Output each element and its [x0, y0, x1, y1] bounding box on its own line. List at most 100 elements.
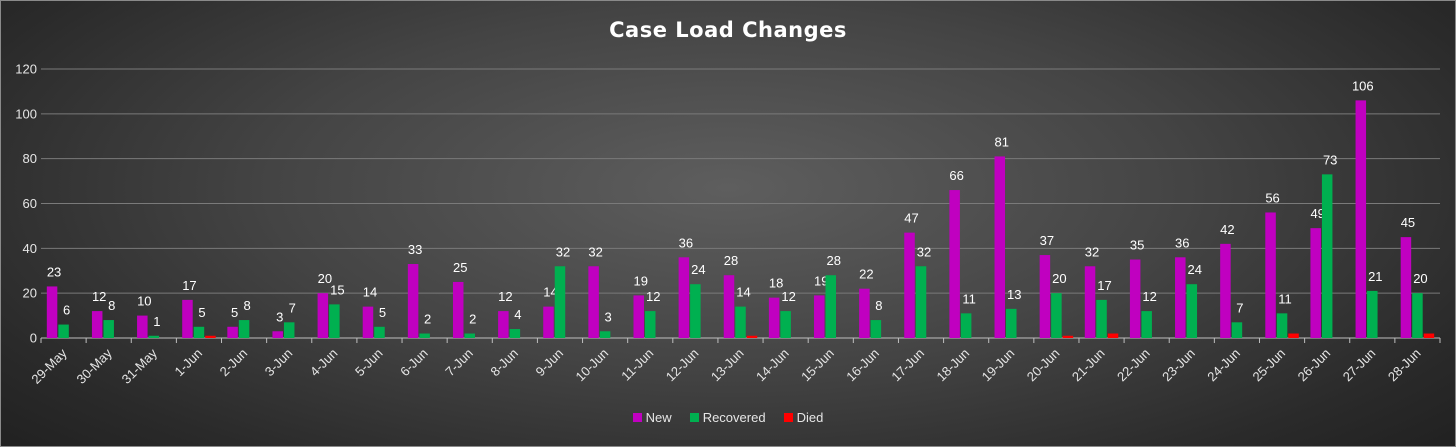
data-label-recovered: 12 [1142, 289, 1156, 304]
y-tick-label: 0 [30, 331, 37, 346]
data-label-recovered: 8 [108, 298, 115, 313]
bar-recovered [554, 266, 566, 338]
bar-new [1039, 255, 1051, 338]
data-label-recovered: 15 [330, 282, 344, 297]
chart-title: Case Load Changes [609, 18, 847, 42]
bar-new [1175, 257, 1186, 338]
bar-recovered [1096, 299, 1107, 338]
data-label-new: 18 [769, 276, 783, 291]
bar-new [137, 315, 148, 338]
data-label-recovered: 5 [379, 305, 386, 320]
bar-recovered [960, 313, 972, 338]
bar-new [317, 293, 329, 338]
bar-recovered [103, 320, 114, 338]
x-tick-label: 3-Jun [262, 346, 296, 380]
x-tick-label: 27-Jun [1340, 346, 1379, 385]
x-tick-label: 5-Jun [352, 346, 386, 380]
bar-new [633, 295, 644, 338]
bar-recovered [825, 275, 837, 338]
data-label-new: 17 [182, 278, 196, 293]
x-tick-label: 16-Jun [843, 346, 882, 385]
data-label-recovered: 8 [243, 298, 250, 313]
bar-new [1220, 243, 1231, 338]
y-tick-label: 100 [15, 106, 37, 121]
x-tick-label: 18-Jun [934, 346, 973, 385]
data-label-new: 10 [137, 294, 151, 309]
data-label-new: 32 [588, 244, 602, 259]
bar-recovered [870, 320, 882, 338]
bar-new [46, 286, 58, 338]
x-tick-label: 10-Jun [573, 346, 612, 385]
bar-died [1107, 333, 1119, 338]
data-label-recovered: 24 [1188, 262, 1202, 277]
data-label-new: 36 [679, 235, 693, 250]
data-label-recovered: 6 [63, 303, 70, 318]
bar-recovered [148, 335, 160, 338]
data-label-recovered: 12 [781, 289, 795, 304]
bar-new [362, 306, 374, 338]
bar-new [588, 266, 599, 338]
x-tick-label: 30-May [74, 345, 116, 387]
bar-recovered [1367, 290, 1378, 338]
legend-label-new: New [645, 410, 672, 425]
bar-new [182, 299, 193, 338]
data-label-recovered: 11 [1278, 291, 1292, 306]
bar-died [205, 335, 216, 338]
x-tick-label: 13-Jun [708, 346, 747, 385]
x-tick-label: 26-Jun [1295, 346, 1334, 385]
bar-recovered [1276, 313, 1288, 338]
data-label-new: 32 [1085, 244, 1099, 259]
x-tick-label: 4-Jun [307, 346, 341, 380]
data-label-recovered: 17 [1097, 278, 1111, 293]
legend-label-recovered: Recovered [702, 410, 766, 425]
x-tick-label: 6-Jun [397, 346, 431, 380]
data-label-new: 66 [949, 168, 963, 183]
legend-label-died: Died [796, 410, 824, 425]
bar-died [1423, 333, 1435, 338]
legend-item-new: New [632, 410, 672, 425]
x-tick-label: 21-Jun [1069, 346, 1108, 385]
data-label-recovered: 24 [691, 262, 705, 277]
data-label-recovered: 32 [917, 244, 931, 259]
x-tick-label: 22-Jun [1114, 346, 1153, 385]
data-label-new: 12 [92, 289, 106, 304]
x-tick-label: 23-Jun [1159, 346, 1198, 385]
data-label-recovered: 21 [1368, 269, 1382, 284]
x-tick-label: 1-Jun [171, 346, 205, 380]
bar-recovered [329, 304, 340, 338]
bar-new [1355, 100, 1367, 338]
x-tick-label: 11-Jun [618, 346, 656, 384]
bar-new [1265, 212, 1276, 338]
data-label-new: 37 [1040, 233, 1054, 248]
data-label-recovered: 2 [469, 312, 476, 327]
data-label-recovered: 2 [424, 312, 431, 327]
bar-recovered [509, 329, 521, 338]
data-label-recovered: 8 [875, 298, 882, 313]
data-label-recovered: 32 [556, 244, 570, 259]
legend-swatch-died [783, 413, 793, 422]
bar-new [407, 264, 419, 338]
data-label-new: 42 [1220, 222, 1234, 237]
bar-recovered [599, 331, 611, 338]
bar-new [814, 295, 825, 338]
bar-recovered [1321, 174, 1333, 338]
bar-recovered [1051, 293, 1062, 338]
bar-new [678, 257, 690, 338]
x-tick-label: 17-Jun [888, 346, 927, 385]
bar-new [1310, 228, 1321, 338]
bar-recovered [464, 333, 475, 338]
bar-new [272, 331, 283, 338]
bar-recovered [1186, 284, 1198, 338]
data-label-recovered: 12 [646, 289, 660, 304]
bar-new [949, 190, 960, 338]
data-label-new: 3 [276, 309, 283, 324]
legend-swatch-new [632, 413, 642, 422]
data-label-recovered: 1 [153, 314, 160, 329]
bar-recovered [193, 326, 205, 338]
x-tick-label: 28-Jun [1385, 346, 1424, 385]
bar-recovered [1412, 293, 1423, 338]
data-label-recovered: 14 [736, 285, 750, 300]
bar-recovered [1231, 322, 1243, 338]
bar-new [859, 288, 870, 338]
